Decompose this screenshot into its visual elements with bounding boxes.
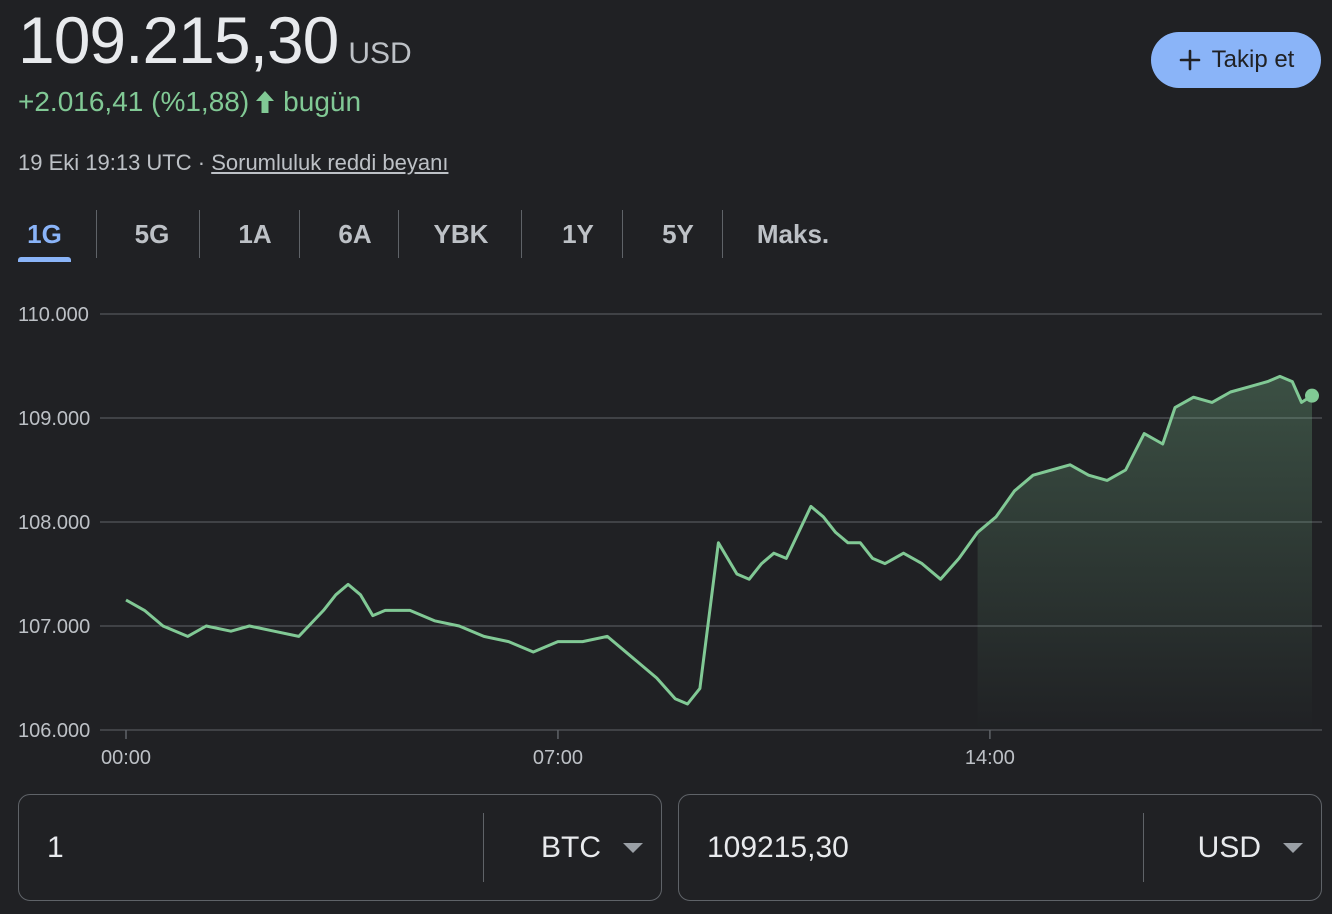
price-change-period: bugün <box>283 86 362 117</box>
tab-5g[interactable]: 5G <box>114 206 190 262</box>
tab-ybk[interactable]: YBK <box>418 206 504 262</box>
tab-divider <box>622 210 623 258</box>
y-tick-label: 109.000 <box>18 408 90 430</box>
series-area <box>977 376 1312 730</box>
tab-maks[interactable]: Maks. <box>744 206 842 262</box>
price-change-row: +2.016,41 (%1,88) bugün <box>18 86 361 118</box>
tab-label: 1G <box>27 218 62 249</box>
price-chart[interactable]: 110.000 109.000 108.000 107.000 106.000 00:00… <box>0 290 1332 780</box>
current-price-point <box>1305 388 1319 403</box>
to-currency-label: USD <box>1197 830 1261 864</box>
chevron-down-icon <box>1283 842 1303 853</box>
tab-divider <box>722 210 723 258</box>
tab-label: 5Y <box>662 218 694 249</box>
tab-1g[interactable]: 1G <box>18 206 71 262</box>
converter-to: USD <box>678 794 1322 901</box>
tab-6a[interactable]: 6A <box>318 206 392 262</box>
tab-label: 1Y <box>562 218 594 249</box>
plus-icon <box>1179 49 1200 71</box>
to-amount-input[interactable] <box>679 795 1141 900</box>
price-change: +2.016,41 (%1,88) <box>18 86 250 117</box>
series-line <box>125 374 1313 706</box>
tab-divider <box>199 210 200 258</box>
y-tick-label: 108.000 <box>18 512 90 534</box>
y-tick-label: 107.000 <box>18 616 90 638</box>
tab-label: Maks. <box>756 218 830 249</box>
converter-divider <box>483 813 484 882</box>
quote-timestamp: 19 Eki 19:13 UTC · <box>18 150 206 175</box>
tab-1y[interactable]: 1Y <box>540 206 616 262</box>
follow-button[interactable]: Takip et <box>1151 32 1321 88</box>
tab-5y[interactable]: 5Y <box>640 206 716 262</box>
tab-label: YBK <box>433 218 489 249</box>
chevron-down-icon <box>623 842 643 853</box>
quote-meta: 19 Eki 19:13 UTC · Sorumluluk reddi beya… <box>18 150 448 176</box>
x-tick-label: 14:00 <box>965 747 1015 769</box>
y-tick-label: 106.000 <box>18 720 90 742</box>
converter-divider <box>1143 813 1144 882</box>
x-tick-label: 07:00 <box>533 747 583 769</box>
to-currency-select[interactable]: USD <box>1145 795 1321 900</box>
price-currency: USD <box>348 37 412 70</box>
arrow-up-icon <box>256 91 275 113</box>
tab-divider <box>299 210 300 258</box>
tab-label: 1A <box>238 218 272 249</box>
price-row: 109.215,30 USD <box>18 2 412 78</box>
current-price: 109.215,30 <box>18 3 339 77</box>
converter-from: BTC <box>18 794 662 901</box>
from-amount-input[interactable] <box>19 795 481 900</box>
time-range-tabs: 1G 5G 1A 6A YBK 1Y 5Y Maks. <box>0 206 900 262</box>
from-currency-select[interactable]: BTC <box>485 795 661 900</box>
follow-button-label: Takip et <box>1211 46 1295 73</box>
tab-label: 6A <box>338 218 372 249</box>
tab-1a[interactable]: 1A <box>218 206 292 262</box>
disclaimer-link[interactable]: Sorumluluk reddi beyanı <box>211 150 449 175</box>
tab-divider <box>521 210 522 258</box>
tab-divider <box>398 210 399 258</box>
tab-label: 5G <box>134 218 170 249</box>
x-tick-label: 00:00 <box>101 747 151 769</box>
from-currency-label: BTC <box>541 830 601 864</box>
y-tick-label: 110.000 <box>18 304 89 326</box>
tab-divider <box>96 210 97 258</box>
